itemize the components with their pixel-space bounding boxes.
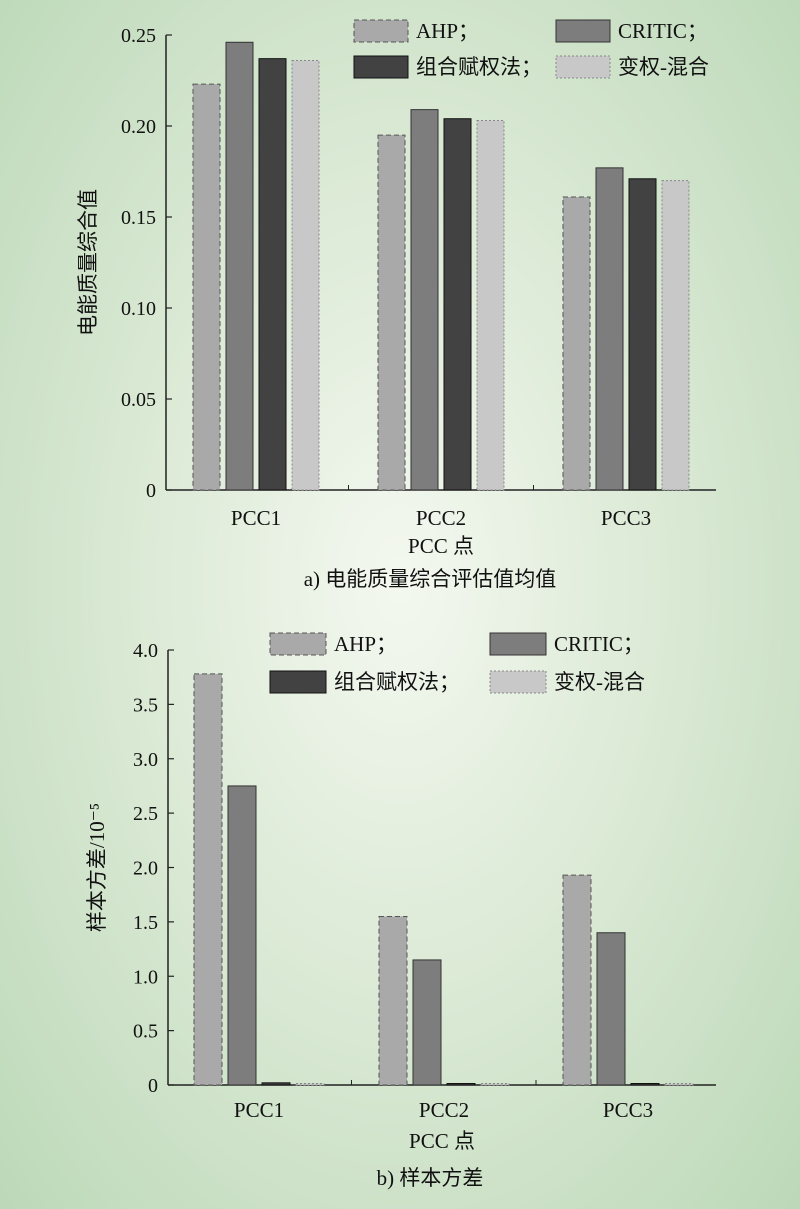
legend-swatch-series-1 xyxy=(353,19,409,43)
bar-pcc2-series-1 xyxy=(378,915,408,1086)
legend-swatch-series-1 xyxy=(269,632,327,656)
bar-pcc1-series-2 xyxy=(225,41,254,491)
legend-label-series-3: 组合赋权法； xyxy=(334,670,460,694)
y-axis-label: 样本方差/10⁻⁵ xyxy=(85,803,109,932)
figure-caption: b) 样本方差 xyxy=(377,1166,484,1190)
bar-pcc2-series-2 xyxy=(410,109,439,491)
legend-swatch-series-2 xyxy=(555,19,611,43)
bar-pcc1-series-1 xyxy=(192,83,221,491)
bar-pcc3-series-4 xyxy=(661,180,690,491)
y-tick-label: 1.0 xyxy=(133,966,158,988)
y-tick-label: 0 xyxy=(148,1075,158,1097)
legend-swatch-series-2 xyxy=(489,632,547,656)
bar-pcc3-series-4 xyxy=(664,1083,694,1086)
bar-pcc1-series-4 xyxy=(295,1083,325,1086)
y-tick-label: 0.25 xyxy=(121,25,156,47)
x-tick-label: PCC1 xyxy=(234,1098,284,1122)
legend-label-series-1: AHP； xyxy=(334,632,397,656)
legend-label-series-4: 变权-混合 xyxy=(618,55,709,79)
x-axis-label: PCC 点 xyxy=(408,534,474,558)
y-tick-label: 3.0 xyxy=(133,749,158,771)
y-tick-label: 3.5 xyxy=(133,694,158,716)
x-tick-label: PCC3 xyxy=(601,506,651,530)
legend-swatch-series-4 xyxy=(555,55,611,79)
x-tick-label: PCC2 xyxy=(419,1098,469,1122)
chart-b: 0 0.5 1.0 1.5 2.0 2.5 3.0 3.5 4.0 PCC1 PCC2 PCC3 PCC… xyxy=(85,632,716,1190)
bar-pcc1-series-1 xyxy=(193,673,223,1086)
y-tick-label: 0.15 xyxy=(121,207,156,229)
y-tick-label: 0.10 xyxy=(121,298,156,320)
y-tick-label: 2.0 xyxy=(133,858,158,880)
legend-label-series-2: CRITIC； xyxy=(618,19,708,43)
x-tick-label: PCC3 xyxy=(603,1098,653,1122)
bar-pcc2-series-1 xyxy=(377,134,406,491)
legend-swatch-series-4 xyxy=(489,670,547,694)
legend-label-series-3: 组合赋权法； xyxy=(416,55,542,79)
bar-pcc2-series-3 xyxy=(446,1083,476,1086)
bar-pcc1-series-2 xyxy=(227,785,257,1086)
y-tick-label: 1.5 xyxy=(133,912,158,934)
bar-pcc3-series-2 xyxy=(596,932,626,1086)
bar-pcc2-series-4 xyxy=(480,1083,510,1086)
bar-pcc2-series-3 xyxy=(443,118,472,491)
legend: AHP； CRITIC； 组合赋权法； 变权-混合 xyxy=(269,632,645,694)
bar-pcc1-series-4 xyxy=(291,59,320,491)
y-tick-label: 0 xyxy=(146,480,156,502)
legend-swatch-series-3 xyxy=(269,670,327,694)
bar-pcc1-series-3 xyxy=(261,1082,291,1086)
y-tick-label: 2.5 xyxy=(133,803,158,825)
x-tick-label: PCC1 xyxy=(231,506,281,530)
y-axis-label: 电能质量综合值 xyxy=(76,189,100,336)
bar-pcc3-series-2 xyxy=(595,167,624,491)
legend-label-series-2: CRITIC； xyxy=(554,632,644,656)
bar-pcc2-series-4 xyxy=(476,120,505,491)
y-tick-label: 0.20 xyxy=(121,116,156,138)
bar-pcc1-series-3 xyxy=(258,58,287,491)
bar-pcc3-series-3 xyxy=(630,1083,660,1086)
bar-pcc3-series-3 xyxy=(628,178,657,491)
legend-swatch-series-3 xyxy=(353,55,409,79)
chart-a: 0 0.05 0.10 0.15 0.20 0.25 PCC1 PCC2 PCC3 PCC 点 电能… xyxy=(76,19,716,591)
x-axis-label: PCC 点 xyxy=(409,1129,475,1153)
figure-caption: a) 电能质量综合评估值均值 xyxy=(304,567,557,591)
legend: AHP； CRITIC； 组合赋权法； 变权-混合 xyxy=(353,19,709,79)
y-tick-label: 4.0 xyxy=(133,640,158,662)
y-tick-label: 0.5 xyxy=(133,1021,158,1043)
bar-pcc3-series-1 xyxy=(562,196,591,491)
legend-label-series-4: 变权-混合 xyxy=(554,670,645,694)
x-tick-label: PCC2 xyxy=(416,506,466,530)
y-tick-label: 0.05 xyxy=(121,389,156,411)
legend-label-series-1: AHP； xyxy=(416,19,479,43)
bar-pcc2-series-2 xyxy=(412,959,442,1086)
bar-pcc3-series-1 xyxy=(562,874,592,1086)
